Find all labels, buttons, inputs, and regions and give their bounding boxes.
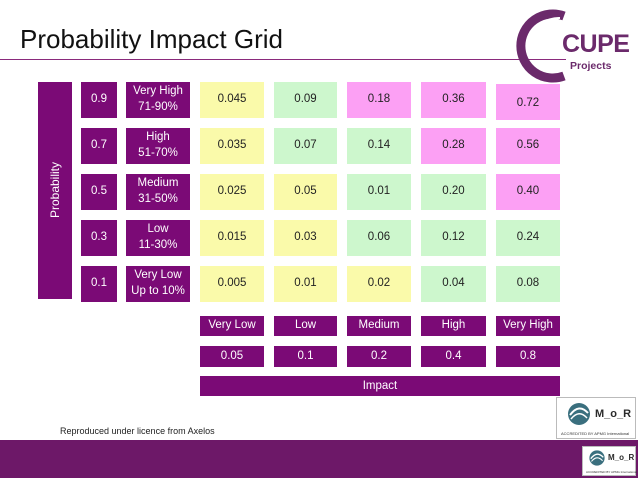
impact-label-cell: High: [421, 316, 486, 336]
grid-cell: 0.14: [347, 128, 411, 164]
prob-label-line2: 71-90%: [138, 101, 178, 113]
prob-label-cell: High 51-70%: [126, 128, 190, 164]
mor-badge-top: M_o_R ACCREDITED BY APMG International: [556, 397, 636, 439]
prob-label-line2: 31-50%: [138, 193, 178, 205]
footer-band: [0, 440, 638, 478]
prob-label-line2: Up to 10%: [131, 285, 185, 297]
impact-axis-label: Impact: [200, 376, 560, 396]
mor-swirl-icon: [568, 403, 590, 425]
impact-label-cell: Medium: [347, 316, 411, 336]
mor-name-small: M_o_R: [608, 453, 635, 462]
grid-cell: 0.18: [347, 82, 411, 118]
prob-label-line1: High: [146, 131, 170, 144]
prob-label-line2: 51-70%: [138, 147, 178, 159]
grid-cell: 0.09: [274, 82, 337, 118]
impact-value-cell: 0.05: [200, 346, 264, 367]
grid-cell: 0.01: [274, 266, 337, 302]
prob-value-cell: 0.3: [81, 220, 117, 256]
impact-label-cell: Very Low: [200, 316, 264, 336]
footer-note: Reproduced under licence from Axelos: [60, 426, 215, 436]
prob-label-line1: Very Low: [134, 269, 182, 282]
grid-cell: 0.01: [347, 174, 411, 210]
logo-brand: CUPE: [562, 30, 630, 58]
mor-swirl-icon-small: [589, 450, 605, 466]
grid-cell: 0.04: [421, 266, 486, 302]
prob-value-cell: 0.9: [81, 82, 117, 118]
grid-cell: 0.56: [496, 128, 560, 164]
impact-label-cell: Very High: [496, 316, 560, 336]
grid-cell: 0.015: [200, 220, 264, 256]
prob-label-line1: Very High: [133, 85, 183, 98]
probability-axis-label: Probability: [48, 161, 62, 219]
grid-cell: 0.05: [274, 174, 337, 210]
logo-sub: Projects: [570, 60, 612, 72]
grid-cell: 0.24: [496, 220, 560, 256]
prob-label-line1: Low: [147, 223, 169, 236]
grid-cell: 0.06: [347, 220, 411, 256]
mor-name: M_o_R: [595, 408, 632, 420]
grid-cell: 0.07: [274, 128, 337, 164]
grid-cell: 0.03: [274, 220, 337, 256]
grid-cell: 0.005: [200, 266, 264, 302]
grid-cell: 0.045: [200, 82, 264, 118]
prob-label-cell: Medium 31-50%: [126, 174, 190, 210]
grid-cell: 0.36: [421, 82, 486, 118]
mor-accreditation: ACCREDITED BY APMG International: [561, 431, 630, 436]
prob-value-cell: 0.1: [81, 266, 117, 302]
grid-cell: 0.20: [421, 174, 486, 210]
mor-accreditation-small: ACCREDITED BY APMG International: [586, 470, 638, 474]
title-divider: [0, 59, 566, 60]
impact-value-cell: 0.8: [496, 346, 560, 367]
prob-value-cell: 0.7: [81, 128, 117, 164]
prob-label-cell: Very Low Up to 10%: [126, 266, 190, 302]
impact-label-cell: Low: [274, 316, 337, 336]
prob-label-cell: Very High 71-90%: [126, 82, 190, 118]
page-title: Probability Impact Grid: [20, 24, 283, 54]
impact-value-cell: 0.1: [274, 346, 337, 367]
grid-cell: 0.02: [347, 266, 411, 302]
prob-label-line2: 11-30%: [138, 239, 178, 251]
grid-cell: 0.035: [200, 128, 264, 164]
grid-cell: 0.025: [200, 174, 264, 210]
impact-value-cell: 0.2: [347, 346, 411, 367]
cupe-logo-mark: [516, 9, 566, 83]
prob-label-line1: Medium: [137, 177, 179, 190]
grid-cell: 0.28: [421, 128, 486, 164]
impact-value-cell: 0.4: [421, 346, 486, 367]
grid-cell: 0.08: [496, 266, 560, 302]
grid-cell: 0.40: [496, 174, 560, 210]
grid-cell: 0.12: [421, 220, 486, 256]
probability-axis: Probability: [38, 82, 72, 299]
prob-label-cell: Low 11-30%: [126, 220, 190, 256]
grid-cell: 0.72: [496, 84, 560, 120]
mor-badge-bottom: M_o_R ACCREDITED BY APMG International: [582, 446, 638, 476]
cupe-logo: CUPE Projects: [512, 8, 630, 84]
prob-value-cell: 0.5: [81, 174, 117, 210]
